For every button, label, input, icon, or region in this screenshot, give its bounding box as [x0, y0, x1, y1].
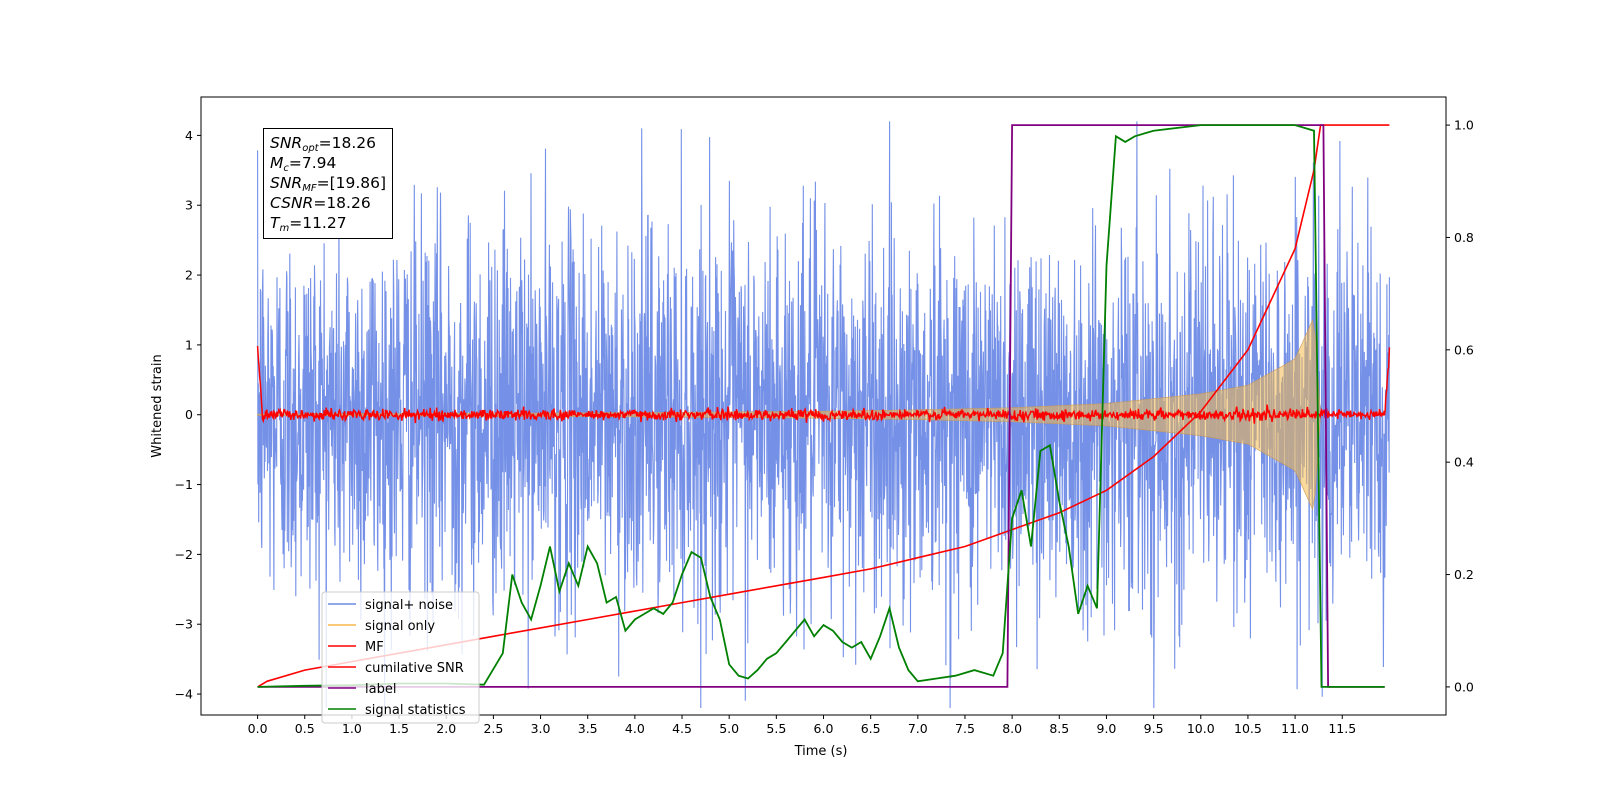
annotation-csnr: CSNR=18.26 [270, 194, 371, 212]
x-tick-label: 7.5 [955, 721, 975, 736]
y-axis-right-ticks: 1.0 0.8 0.6 0.4 0.2 0.0 [1446, 118, 1474, 694]
x-tick-label: 3.5 [578, 721, 598, 736]
annotation-tm: Tm=11.27 [270, 214, 347, 234]
y-axis-left-label: Whitened strain [150, 354, 165, 457]
series-signal-statistics [257, 124, 1385, 688]
y-left-tick-label: 3 [185, 198, 193, 213]
legend: signal+ noise signal only MF cumilative … [321, 591, 480, 724]
annotation-snr-opt: SNRopt=18.26 [270, 134, 376, 154]
x-tick-label: 7.0 [908, 721, 928, 736]
x-tick-label: 0.0 [248, 721, 268, 736]
x-tick-label: 9.0 [1097, 721, 1117, 736]
legend-label-label: label [365, 682, 396, 697]
x-tick-label: 5.0 [719, 721, 739, 736]
y-right-tick-label: 0.8 [1454, 230, 1474, 245]
legend-frame [321, 591, 480, 724]
y-left-tick-label: −2 [175, 547, 193, 562]
y-left-tick-label: 1 [185, 337, 193, 352]
x-tick-label: 10.5 [1234, 721, 1262, 736]
metrics-annotation-box: SNRopt=18.26 Mc=7.94 SNRMF=[19.86] CSNR=… [263, 128, 394, 239]
series-signal-plus-noise [257, 121, 1390, 709]
y-left-tick-label: −4 [175, 687, 193, 702]
x-tick-label: 4.0 [625, 721, 645, 736]
x-tick-label: 5.5 [766, 721, 786, 736]
x-tick-label: 2.5 [483, 721, 503, 736]
x-tick-label: 1.5 [389, 721, 409, 736]
y-axis-left-ticks: 4 3 2 1 0 −1 −2 −3 −4 [175, 128, 201, 702]
y-right-tick-label: 0.6 [1454, 342, 1474, 357]
x-tick-label: 0.5 [295, 721, 315, 736]
y-right-tick-label: 0.4 [1454, 455, 1474, 470]
y-right-tick-label: 0.2 [1454, 567, 1474, 582]
y-right-tick-label: 0.0 [1454, 679, 1474, 694]
y-left-tick-label: 2 [185, 268, 193, 283]
legend-label-mf: MF [365, 640, 384, 655]
y-left-tick-label: −3 [175, 617, 193, 632]
y-left-tick-label: −1 [175, 477, 193, 492]
x-tick-label: 1.0 [342, 721, 362, 736]
annotation-snr-mf: SNRMF=[19.86] [270, 174, 387, 194]
x-tick-label: 3.0 [531, 721, 551, 736]
x-tick-label: 6.5 [861, 721, 881, 736]
x-tick-label: 8.0 [1002, 721, 1022, 736]
x-tick-label: 11.5 [1328, 721, 1356, 736]
x-tick-label: 4.5 [672, 721, 692, 736]
legend-label-cumulative-snr: cumilative SNR [365, 661, 464, 676]
y-left-tick-label: 4 [185, 128, 193, 143]
legend-label-signal-plus-noise: signal+ noise [365, 598, 453, 613]
x-tick-label: 11.0 [1281, 721, 1309, 736]
x-axis-label: Time (s) [794, 744, 848, 759]
y-left-tick-label: 0 [185, 407, 193, 422]
x-tick-label: 10.0 [1187, 721, 1215, 736]
x-tick-label: 8.5 [1049, 721, 1069, 736]
x-tick-label: 6.0 [814, 721, 834, 736]
x-tick-label: 2.0 [436, 721, 456, 736]
legend-label-signal-statistics: signal statistics [365, 703, 466, 718]
x-tick-label: 9.5 [1144, 721, 1164, 736]
series-mf [256, 346, 1391, 424]
annotation-mc: Mc=7.94 [270, 154, 337, 174]
y-right-tick-label: 1.0 [1454, 118, 1474, 133]
legend-label-signal-only: signal only [365, 619, 435, 634]
x-axis-ticks: 0.0 0.5 1.0 1.5 2.0 2.5 3.0 3.5 4.0 4.5 5.0 5.5 6.0 6… [248, 715, 1356, 736]
